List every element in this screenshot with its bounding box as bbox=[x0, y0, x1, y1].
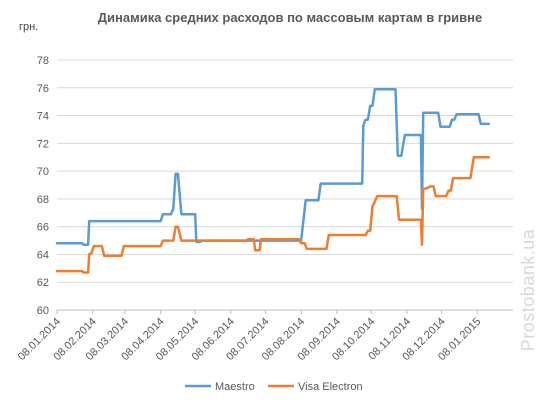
y-axis-ticks: 60 62 64 66 68 70 72 74 76 78 bbox=[37, 55, 49, 317]
y-tick-label: 72 bbox=[37, 138, 49, 150]
y-tick-label: 68 bbox=[37, 194, 49, 206]
y-tick-label: 76 bbox=[37, 83, 49, 95]
series-line-visa-electron bbox=[55, 155, 491, 274]
legend-item: Visa Electron bbox=[268, 381, 363, 393]
y-tick-label: 66 bbox=[37, 222, 49, 234]
y-tick-label: 64 bbox=[37, 249, 49, 261]
x-axis-ticks: 08.01.201408.02.201408.03.201408.04.2014… bbox=[16, 310, 483, 363]
legend-label: Visa Electron bbox=[298, 381, 363, 393]
watermark: Prostobank.ua bbox=[518, 228, 538, 351]
series-line-maestro bbox=[55, 87, 491, 246]
gridlines bbox=[57, 59, 513, 311]
legend-label: Maestro bbox=[215, 381, 255, 393]
series-lines bbox=[55, 87, 491, 274]
y-tick-label: 70 bbox=[37, 166, 49, 178]
legend: Maestro Visa Electron bbox=[185, 381, 363, 393]
y-tick-label: 62 bbox=[37, 277, 49, 289]
y-tick-label: 74 bbox=[37, 111, 49, 123]
y-tick-label: 60 bbox=[37, 305, 49, 317]
y-tick-label: 78 bbox=[37, 55, 49, 67]
legend-item: Maestro bbox=[185, 381, 255, 393]
chart-title: Динамика средних расходов по массовым ка… bbox=[98, 10, 483, 25]
y-axis-label: грн. bbox=[19, 21, 38, 33]
